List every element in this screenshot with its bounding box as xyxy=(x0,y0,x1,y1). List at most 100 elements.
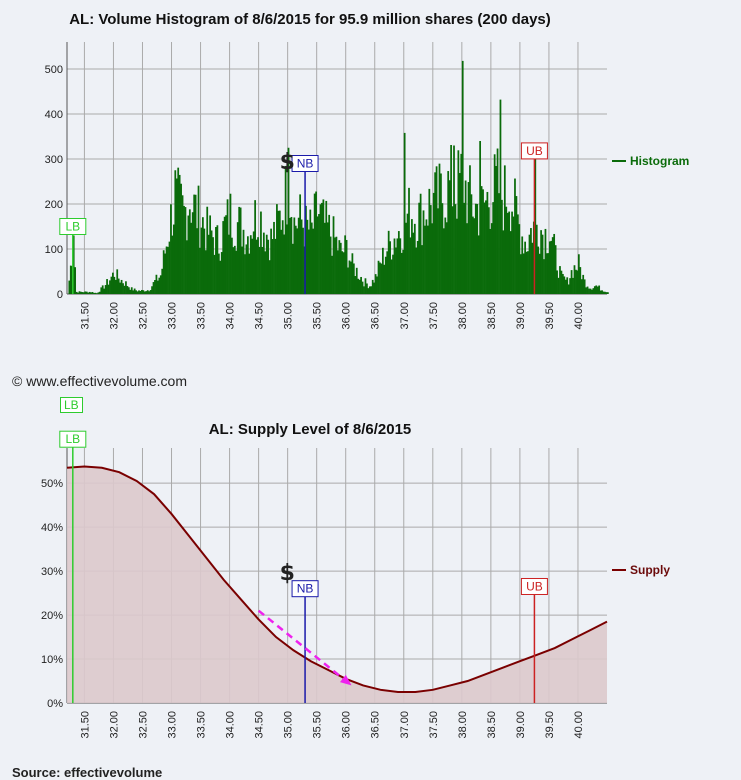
histogram-bar xyxy=(69,265,72,294)
histogram-bar xyxy=(101,285,104,294)
histogram-bar xyxy=(418,202,421,294)
histogram-bar xyxy=(155,274,158,294)
x-tick-label: 36.00 xyxy=(341,711,353,739)
histogram-bar xyxy=(219,260,222,294)
histogram-bar xyxy=(90,292,92,294)
histogram-bar xyxy=(383,264,386,294)
histogram-bar xyxy=(232,247,235,294)
histogram-bar xyxy=(489,228,492,294)
histogram-bar xyxy=(262,232,265,294)
histogram-bar xyxy=(472,216,474,294)
histogram-bar xyxy=(159,275,162,294)
histogram-bar xyxy=(80,291,82,294)
histogram-bar xyxy=(438,163,441,294)
x-tick-label: 39.00 xyxy=(515,302,527,330)
histogram-bar xyxy=(405,222,407,294)
histogram-bar xyxy=(265,234,268,294)
histogram-bar xyxy=(473,218,476,294)
histogram-bar xyxy=(204,250,207,294)
histogram-bar xyxy=(241,246,243,294)
supply-area xyxy=(67,466,607,703)
histogram-bar xyxy=(202,217,204,294)
histogram-bar xyxy=(196,228,198,294)
histogram-bar xyxy=(490,223,493,294)
histogram-bar xyxy=(582,274,585,294)
histogram-bar xyxy=(278,210,281,294)
x-tick-label: 36.50 xyxy=(370,711,382,739)
histogram-bar xyxy=(518,224,521,294)
histogram-bar xyxy=(296,228,299,294)
histogram-bar xyxy=(596,286,599,294)
histogram-bar xyxy=(566,277,569,294)
histogram-bar xyxy=(97,292,100,294)
trend-arrow-line xyxy=(257,609,353,687)
histogram-bar xyxy=(273,221,275,294)
histogram-bar xyxy=(257,237,259,294)
histogram-bar xyxy=(135,290,137,294)
histogram-bar xyxy=(300,219,303,294)
histogram-bar xyxy=(258,246,261,294)
y-tick-label: 40% xyxy=(41,522,63,534)
histogram-bar xyxy=(305,205,307,294)
histogram-bar xyxy=(148,291,151,294)
histogram-bar xyxy=(528,234,531,294)
histogram-bar xyxy=(425,219,428,294)
histogram-bar xyxy=(88,291,91,294)
histogram-bar xyxy=(501,199,503,294)
marker-box-nb xyxy=(291,155,319,172)
y-tick-label: 30% xyxy=(41,566,63,578)
histogram-bar xyxy=(286,224,288,294)
x-tick-label: 32.50 xyxy=(137,711,149,739)
lb-float-label: LB xyxy=(60,397,83,413)
histogram-bar xyxy=(293,217,296,294)
histogram-bar xyxy=(109,280,111,294)
marker-box-ub xyxy=(520,142,548,160)
histogram-bar xyxy=(342,252,345,294)
histogram-bar xyxy=(371,279,374,294)
histogram-bar xyxy=(167,246,169,294)
histogram-bar xyxy=(113,276,116,294)
histogram-bar xyxy=(180,183,182,294)
histogram-bar xyxy=(213,254,216,294)
histogram-bar xyxy=(222,221,225,294)
histogram-bar xyxy=(122,283,124,294)
histogram-bar xyxy=(366,283,368,294)
histogram-bar xyxy=(136,291,139,294)
histogram-bar xyxy=(339,242,342,294)
histogram-bar xyxy=(479,141,482,294)
histogram-bar xyxy=(154,280,156,294)
histogram-bar xyxy=(551,237,554,294)
histogram-bar xyxy=(456,218,458,294)
dollar-marker: $ xyxy=(280,561,295,586)
histogram-bar xyxy=(310,222,313,294)
histogram-bar xyxy=(318,214,320,294)
x-tick-label: 32.00 xyxy=(108,302,120,330)
marker-label-nb: NB xyxy=(297,582,314,596)
x-tick-label: 32.00 xyxy=(108,711,120,739)
histogram-bar xyxy=(480,186,483,294)
histogram-bar xyxy=(474,203,477,294)
histogram-bar xyxy=(403,132,406,294)
histogram-bar xyxy=(190,222,193,294)
histogram-bar xyxy=(187,215,190,294)
histogram-bar xyxy=(351,253,354,294)
histogram-bar xyxy=(226,199,229,294)
histogram-bar xyxy=(229,193,232,294)
histogram-bar xyxy=(390,259,393,294)
histogram-bar xyxy=(78,291,81,294)
histogram-bar xyxy=(146,290,149,294)
histogram-bar xyxy=(348,260,351,294)
histogram-bar xyxy=(421,245,423,294)
histogram-bar xyxy=(411,219,413,294)
histogram-bar xyxy=(476,204,479,294)
histogram-bar xyxy=(191,212,194,294)
histogram-bar xyxy=(91,291,94,294)
histogram-bar xyxy=(84,291,87,294)
histogram-bar xyxy=(238,206,241,294)
marker-label-nb: NB xyxy=(297,157,314,171)
trend-arrow-head xyxy=(339,674,352,686)
histogram-bar xyxy=(511,211,513,294)
histogram-bar xyxy=(252,231,255,294)
histogram-bar xyxy=(77,292,79,294)
histogram-bar xyxy=(547,253,550,294)
